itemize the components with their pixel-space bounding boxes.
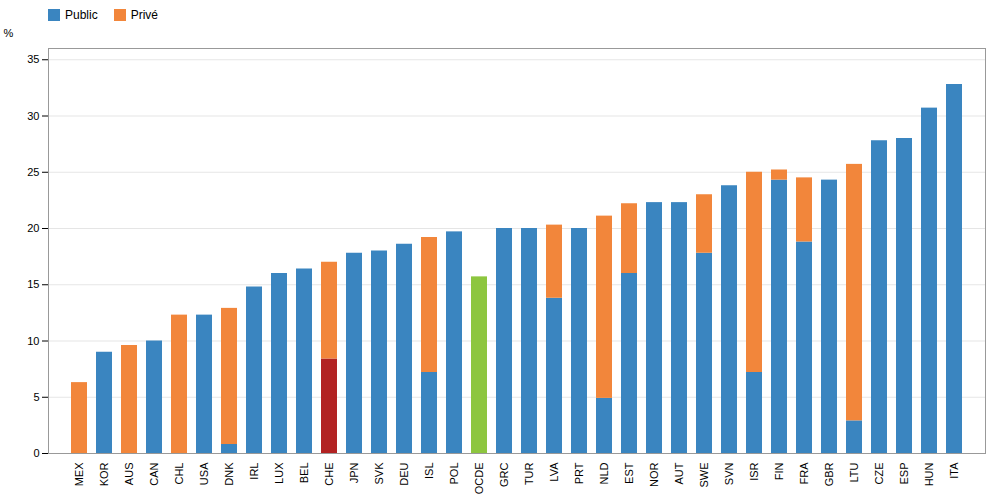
svg-text:SVK: SVK: [373, 462, 385, 485]
svg-text:AUS: AUS: [123, 463, 135, 486]
svg-text:0: 0: [33, 447, 39, 459]
svg-text:HUN: HUN: [923, 462, 935, 486]
svg-text:JPN: JPN: [348, 462, 360, 483]
svg-text:CHL: CHL: [173, 463, 185, 485]
svg-text:TUR: TUR: [523, 462, 535, 485]
svg-text:USA: USA: [198, 462, 210, 485]
svg-text:AUT: AUT: [673, 462, 685, 484]
html-text:Public: Public: [65, 8, 98, 22]
svg-text:10: 10: [27, 335, 39, 347]
svg-text:KOR: KOR: [98, 462, 110, 486]
svg-text:CHE: CHE: [323, 463, 335, 486]
svg-text:SWE: SWE: [698, 463, 710, 488]
svg-text:DEU: DEU: [398, 462, 410, 485]
svg-text:NOR: NOR: [648, 462, 660, 487]
svg-text:15: 15: [27, 278, 39, 290]
svg-text:ITA: ITA: [948, 462, 960, 479]
svg-text:DNK: DNK: [223, 462, 235, 486]
svg-text:25: 25: [27, 166, 39, 178]
svg-text:5: 5: [33, 391, 39, 403]
svg-text:NLD: NLD: [598, 462, 610, 484]
svg-text:MEX: MEX: [73, 462, 85, 487]
svg-text:20: 20: [27, 222, 39, 234]
svg-text:OCDE: OCDE: [473, 463, 485, 495]
svg-text:30: 30: [27, 110, 39, 122]
svg-text:ISL: ISL: [423, 463, 435, 480]
svg-text:LVA: LVA: [548, 462, 560, 482]
svg-text:FRA: FRA: [798, 462, 810, 485]
svg-text:LUX: LUX: [273, 462, 285, 484]
svg-text:GBR: GBR: [823, 462, 835, 486]
svg-text:EST: EST: [623, 462, 635, 484]
svg-text:FIN: FIN: [773, 462, 785, 480]
svg-text:POL: POL: [448, 463, 460, 485]
svg-text:CAN: CAN: [148, 462, 160, 485]
svg-text:SVN: SVN: [723, 462, 735, 485]
svg-text:BEL: BEL: [298, 463, 310, 484]
svg-text:IRL: IRL: [248, 463, 260, 480]
svg-text:35: 35: [27, 53, 39, 65]
svg-text:LTU: LTU: [848, 462, 860, 482]
svg-text:ESP: ESP: [898, 463, 910, 485]
html-text:Privé: Privé: [130, 8, 158, 22]
svg-text:CZE: CZE: [873, 463, 885, 485]
svg-text:GRC: GRC: [498, 462, 510, 487]
svg-text:PRT: PRT: [573, 462, 585, 484]
svg-text:ISR: ISR: [748, 462, 760, 480]
svg-text:%: %: [4, 27, 14, 39]
